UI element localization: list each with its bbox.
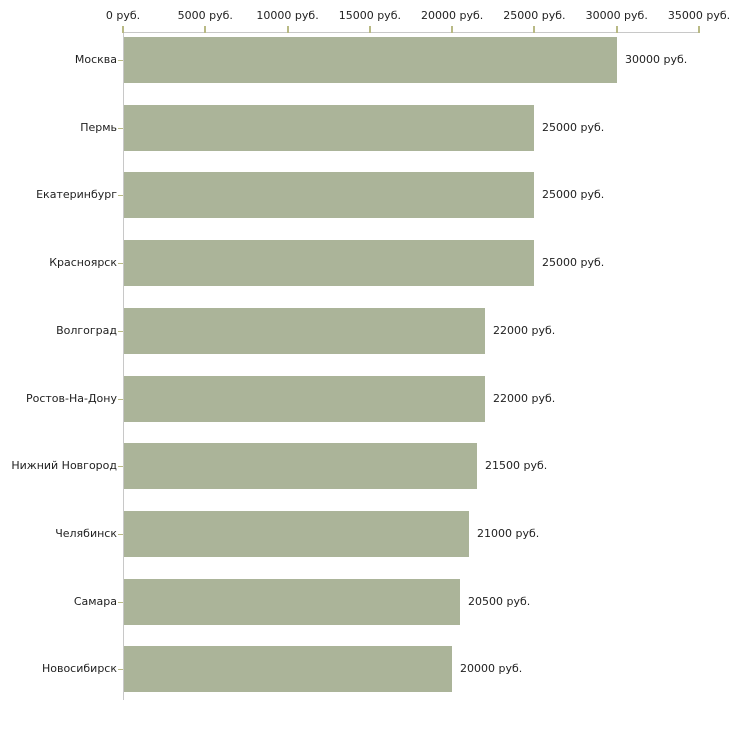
category-tick	[118, 128, 123, 129]
category-tick	[118, 669, 123, 670]
x-tick-label: 20000 руб.	[421, 9, 484, 22]
bar-value-label: 22000 руб.	[493, 324, 556, 337]
bar-value-label: 20500 руб.	[468, 595, 531, 608]
bar-value-label: 25000 руб.	[542, 256, 605, 269]
bar-value-label: 25000 руб.	[542, 121, 605, 134]
x-tick-label: 25000 руб.	[503, 9, 566, 22]
category-label: Самара	[73, 595, 117, 608]
bar-value-label: 22000 руб.	[493, 392, 556, 405]
category-label: Новосибирск	[41, 662, 117, 675]
bar	[124, 172, 534, 218]
category-tick	[118, 195, 123, 196]
category-tick	[118, 399, 123, 400]
category-tick	[118, 534, 123, 535]
category-tick	[118, 331, 123, 332]
bar	[124, 646, 452, 692]
category-label: Пермь	[80, 121, 117, 134]
x-tick-label: 10000 руб.	[256, 9, 319, 22]
y-axis-line	[123, 32, 124, 700]
bar-value-label: 21500 руб.	[485, 459, 548, 472]
x-axis-tick	[286, 26, 289, 33]
x-axis-tick	[533, 26, 536, 33]
bar	[124, 579, 460, 625]
bar-value-label: 21000 руб.	[477, 527, 540, 540]
x-axis-tick	[122, 26, 124, 33]
x-axis-tick	[204, 26, 207, 33]
x-tick-label: 5000 руб.	[177, 9, 233, 22]
bar	[124, 37, 617, 83]
bar	[124, 376, 485, 422]
category-tick	[118, 466, 123, 467]
category-tick	[118, 60, 123, 61]
category-tick	[118, 602, 123, 603]
category-tick	[118, 263, 123, 264]
x-axis-tick	[368, 26, 371, 33]
bar	[124, 240, 534, 286]
bar	[124, 443, 477, 489]
bar	[124, 308, 485, 354]
x-tick-label: 15000 руб.	[338, 9, 401, 22]
category-label: Волгоград	[56, 324, 117, 337]
category-label: Екатеринбург	[36, 188, 117, 201]
x-tick-label: 30000 руб.	[585, 9, 648, 22]
x-tick-label: 35000 руб.	[667, 9, 730, 22]
bar	[124, 105, 534, 151]
category-label: Нижний Новгород	[11, 459, 117, 472]
category-label: Ростов-На-Дону	[25, 392, 117, 405]
category-label: Москва	[74, 53, 117, 66]
x-axis-tick	[615, 26, 618, 33]
category-label: Челябинск	[55, 527, 117, 540]
x-axis-tick	[698, 26, 700, 33]
bar-value-label: 20000 руб.	[460, 662, 523, 675]
category-label: Красноярск	[49, 256, 117, 269]
bar	[124, 511, 469, 557]
bar-value-label: 30000 руб.	[625, 53, 688, 66]
bar-value-label: 25000 руб.	[542, 188, 605, 201]
x-axis-line	[123, 32, 700, 33]
x-tick-label: 0 руб.	[105, 9, 141, 22]
x-axis-tick	[451, 26, 454, 33]
